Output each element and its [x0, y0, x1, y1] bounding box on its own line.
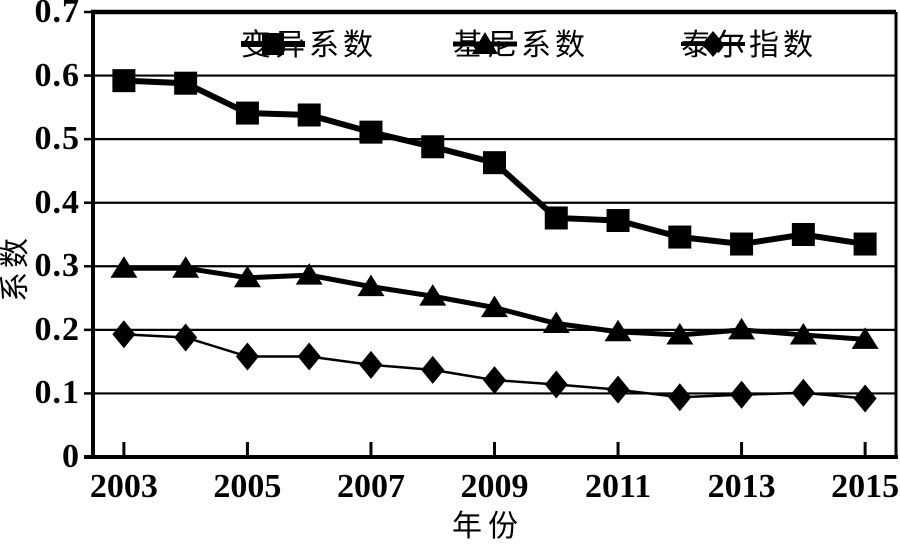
series-theil-marker: [791, 378, 815, 407]
x-tick-label: 2015: [831, 468, 900, 505]
legend-item-theil: 泰尔指数: [681, 28, 817, 64]
series-cv-marker: [668, 225, 692, 249]
series-theil-marker: [235, 342, 259, 371]
series-theil-marker: [421, 355, 445, 384]
series-gini-marker: [789, 322, 817, 345]
y-tick-label: 0.3: [34, 247, 80, 285]
series-gini-marker: [110, 256, 138, 278]
series-gini-marker: [172, 256, 200, 278]
y-tick-label: 0: [62, 438, 80, 475]
series-cv-marker: [544, 206, 568, 230]
series-gini-marker: [419, 284, 447, 306]
series-theil-marker: [668, 383, 692, 412]
x-tick-label: 2011: [584, 468, 652, 505]
chart-legend: 变异系数 基尼系数 泰尔指数: [0, 28, 900, 64]
series-gini-marker: [357, 274, 385, 297]
series-theil-marker: [544, 370, 568, 399]
y-tick-label: 0.4: [34, 183, 80, 221]
series-gini-marker: [233, 265, 261, 288]
series-theil-marker: [297, 342, 321, 371]
series-cv-marker: [112, 69, 136, 93]
x-tick-label: 2003: [89, 468, 158, 505]
series-cv-marker: [235, 101, 259, 125]
series-gini-marker: [851, 327, 879, 349]
series-theil-marker: [174, 323, 198, 352]
diamond-marker-icon: [681, 31, 745, 57]
series-theil-marker: [606, 375, 630, 404]
series-gini-marker: [728, 317, 756, 340]
series-cv-marker: [174, 71, 198, 95]
series-cv-marker: [359, 120, 383, 144]
x-tick-label: 2007: [336, 468, 405, 505]
series-theil-marker: [483, 366, 506, 395]
y-tick-label: 0.2: [34, 310, 80, 348]
series-gini-marker: [295, 263, 323, 285]
series-gini-marker: [604, 319, 632, 342]
series-theil-marker: [853, 384, 877, 413]
series-cv-marker: [730, 232, 754, 256]
series-cv-marker: [483, 151, 506, 175]
x-axis-title: 年份: [452, 510, 524, 543]
y-tick-label: 0.6: [34, 56, 80, 94]
triangle-marker-icon: [453, 32, 517, 54]
y-tick-label: 0.1: [34, 374, 80, 412]
series-cv-marker: [853, 232, 877, 256]
series-gini-marker: [542, 311, 570, 333]
series-gini-marker: [666, 322, 694, 345]
x-tick-label: 2005: [213, 468, 282, 505]
series-gini-marker: [481, 295, 508, 318]
series-theil-marker: [730, 380, 754, 409]
legend-item-gini: 基尼系数: [453, 28, 589, 64]
x-tick-label: 2013: [707, 468, 776, 505]
series-cv-marker: [297, 103, 321, 127]
y-axis-title: 系数: [0, 234, 32, 302]
series-theil-marker: [359, 350, 383, 379]
legend-item-cv: 变异系数: [241, 28, 377, 64]
y-tick-label: 0.5: [34, 120, 80, 158]
series-cv-marker: [791, 223, 815, 246]
y-tick-label: 0.7: [34, 0, 80, 30]
series-theil-marker: [112, 320, 136, 349]
x-tick-label: 2009: [460, 468, 529, 505]
series-cv-marker: [421, 135, 445, 159]
square-marker-icon: [241, 33, 305, 55]
series-cv-marker: [606, 209, 630, 233]
